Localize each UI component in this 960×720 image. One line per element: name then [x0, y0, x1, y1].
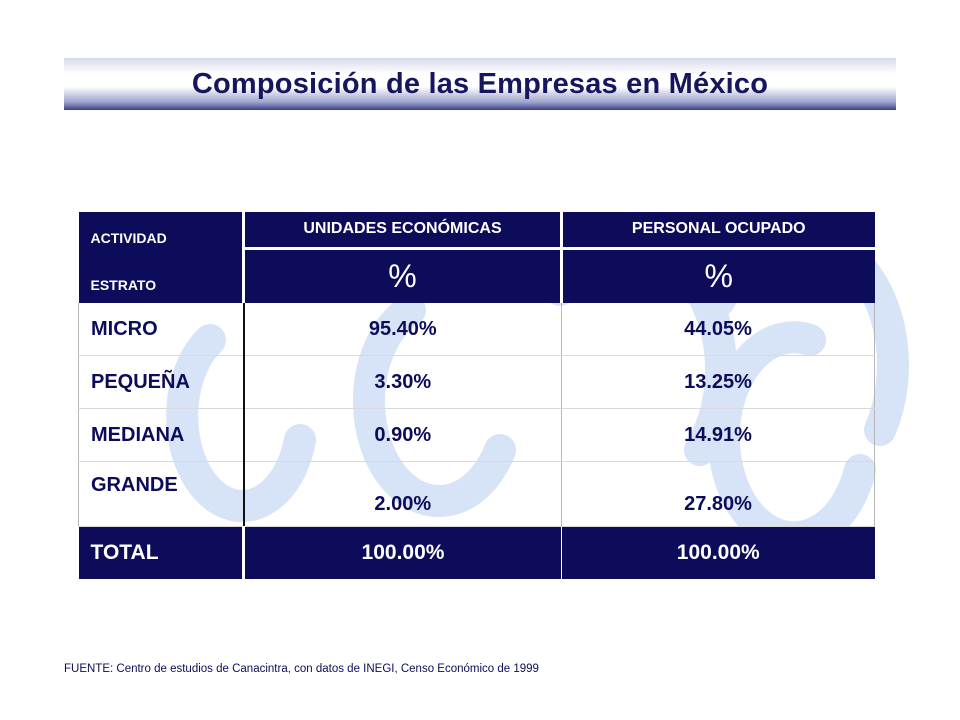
header-personal-unit: %	[560, 248, 875, 303]
header-estrato: ESTRATO	[78, 248, 244, 303]
table-row: GRANDE 2.00% 27.80%	[78, 461, 875, 527]
total-personal: 100.00%	[561, 526, 875, 579]
row-unidades: 3.30%	[243, 355, 562, 409]
table-row: MEDIANA 0.90% 14.91%	[78, 408, 875, 462]
title-banner: Composición de las Empresas en México	[64, 58, 896, 110]
header-row-2: ESTRATO % %	[78, 248, 875, 303]
row-unidades: 95.40%	[243, 303, 562, 356]
row-personal: 27.80%	[561, 461, 875, 527]
row-personal: 44.05%	[561, 303, 875, 356]
total-unidades: 100.00%	[243, 526, 562, 579]
row-estrato: MICRO	[78, 303, 245, 356]
header-actividad: ACTIVIDAD	[78, 212, 244, 248]
companies-table: ACTIVIDAD UNIDADES ECONÓMICAS PERSONAL O…	[78, 212, 875, 579]
page-title: Composición de las Empresas en México	[191, 67, 769, 100]
total-label: TOTAL	[78, 526, 245, 579]
row-estrato: PEQUEÑA	[78, 355, 245, 409]
row-personal: 14.91%	[561, 408, 875, 462]
row-estrato: GRANDE	[78, 461, 245, 527]
row-personal: 13.25%	[561, 355, 875, 409]
header-personal: PERSONAL OCUPADO	[560, 212, 875, 250]
row-estrato: MEDIANA	[78, 408, 245, 462]
source-note: FUENTE: Centro de estudios de Canacintra…	[64, 663, 539, 675]
header-unidades: UNIDADES ECONÓMICAS	[242, 212, 562, 250]
row-unidades: 2.00%	[243, 461, 562, 527]
total-row: TOTAL 100.00% 100.00%	[78, 526, 875, 579]
header-row-1: ACTIVIDAD UNIDADES ECONÓMICAS PERSONAL O…	[78, 212, 875, 250]
row-unidades: 0.90%	[243, 408, 562, 462]
table-row: MICRO 95.40% 44.05%	[78, 303, 875, 356]
header-unidades-unit: %	[242, 248, 562, 303]
table-row: PEQUEÑA 3.30% 13.25%	[78, 355, 875, 409]
